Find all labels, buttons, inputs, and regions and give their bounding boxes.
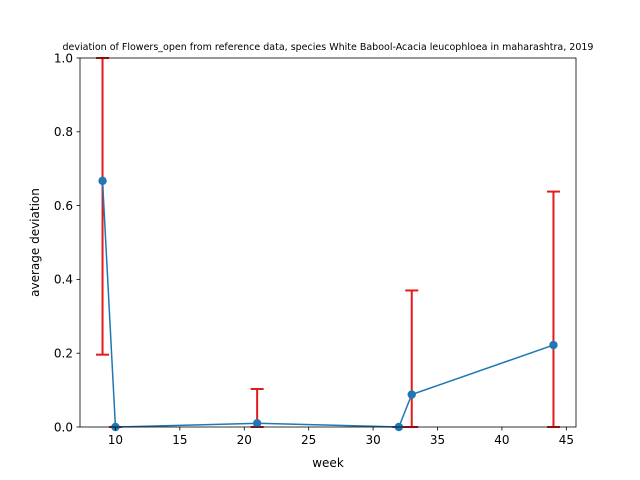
x-tick-label: 30 — [365, 433, 380, 447]
data-point — [549, 340, 558, 350]
x-tick-label: 15 — [172, 433, 187, 447]
axes-frame — [79, 57, 577, 428]
y-tick-label: 0.2 — [54, 347, 73, 361]
series-line — [101, 180, 554, 428]
data-point — [407, 390, 416, 399]
data-point — [98, 176, 107, 186]
x-tick-label: 10 — [108, 433, 123, 447]
x-tick-label: 40 — [494, 433, 509, 447]
plot-area — [80, 58, 576, 427]
chart-title: deviation of Flowers_open from reference… — [63, 42, 594, 53]
y-tick-label: 0.8 — [54, 125, 73, 139]
y-tick-label: 0.6 — [54, 199, 73, 213]
x-tick-label: 35 — [430, 433, 445, 447]
y-tick-label: 0.4 — [54, 273, 73, 287]
x-tick-label: 25 — [301, 433, 316, 447]
y-axis-label: average deviation — [28, 188, 42, 297]
y-tick-label: 0.0 — [54, 420, 73, 434]
y-tick-label: 1.0 — [54, 51, 73, 65]
x-axis-label: week — [312, 456, 344, 470]
x-tick-label: 20 — [237, 433, 252, 447]
axes: 10 15 20 25 30 35 40 45 0.0 0.2 0.4 0.6 0.8 1.0 — [54, 51, 577, 447]
data-point — [252, 419, 262, 428]
series — [98, 176, 558, 432]
x-tick-label: 45 — [559, 433, 574, 447]
